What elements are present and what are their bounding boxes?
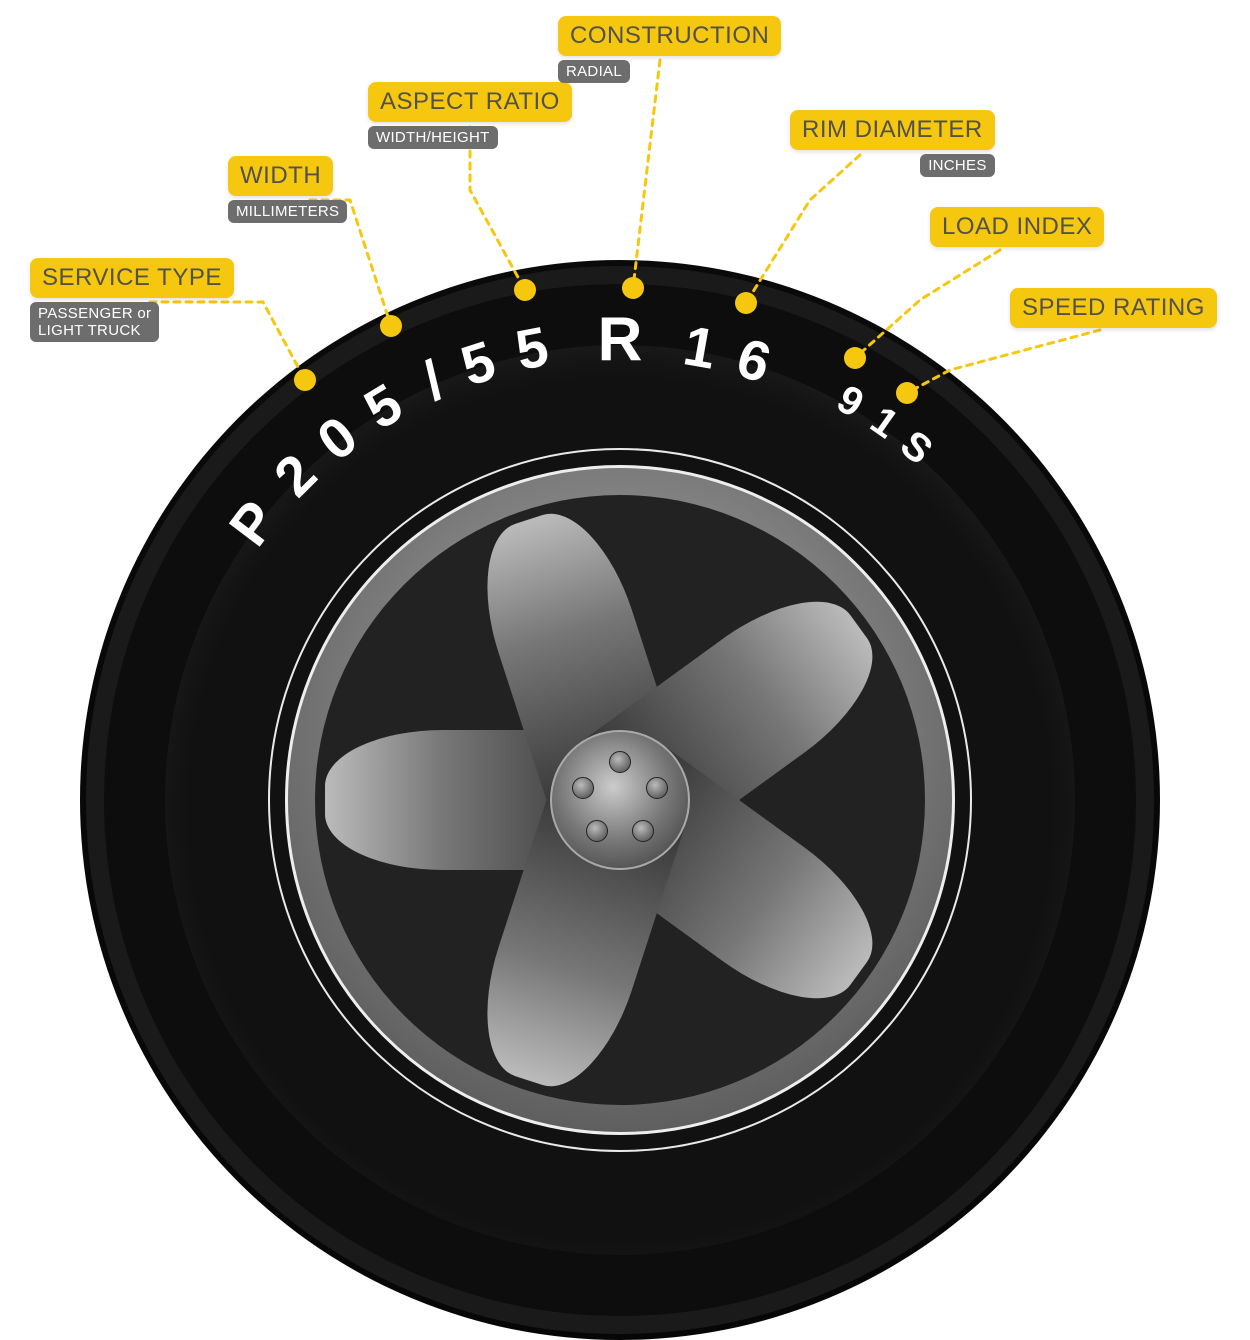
label-title-speed-rating: SPEED RATING (1010, 288, 1217, 328)
tire-size-infographic: SERVICE TYPEPASSENGER or LIGHT TRUCK WIDT… (0, 0, 1250, 758)
label-width: WIDTH MILLIMETERS (228, 156, 347, 223)
label-title-rim-diameter: RIM DIAMETER (790, 110, 995, 150)
dot-construction (622, 277, 644, 299)
label-speed-rating: SPEED RATING (1010, 288, 1217, 328)
label-construction: CONSTRUCTION RADIAL (558, 16, 781, 83)
label-title-width: WIDTH (228, 156, 333, 196)
lug-bolt (632, 820, 654, 842)
lug-bolt (609, 751, 631, 773)
label-sub-construction: RADIAL (558, 60, 630, 83)
label-title-aspect-ratio: ASPECT RATIO (368, 82, 572, 122)
label-title-service-type: SERVICE TYPE (30, 258, 234, 298)
connector-aspect-ratio (470, 127, 525, 290)
dot-aspect-ratio (514, 279, 536, 301)
dot-speed-rating (896, 382, 918, 404)
label-sub-rim-diameter: INCHES (920, 154, 994, 177)
tire-marking-char: R (598, 305, 643, 376)
dot-service-type (294, 369, 316, 391)
label-rim-diameter: RIM DIAMETER INCHES (790, 110, 995, 177)
lug-bolt (646, 777, 668, 799)
label-service-type: SERVICE TYPEPASSENGER or LIGHT TRUCK (30, 258, 234, 342)
dot-width (380, 315, 402, 337)
label-load-index: LOAD INDEX (930, 207, 1104, 247)
label-sub-service-type: PASSENGER or LIGHT TRUCK (30, 302, 159, 342)
connector-construction (633, 60, 660, 288)
dot-load-index (844, 347, 866, 369)
label-aspect-ratio: ASPECT RATIO WIDTH/HEIGHT (368, 82, 572, 149)
dot-rim-diameter (735, 292, 757, 314)
label-sub-aspect-ratio: WIDTH/HEIGHT (368, 126, 498, 149)
label-title-load-index: LOAD INDEX (930, 207, 1104, 247)
label-sub-width: MILLIMETERS (228, 200, 347, 223)
label-title-construction: CONSTRUCTION (558, 16, 781, 56)
